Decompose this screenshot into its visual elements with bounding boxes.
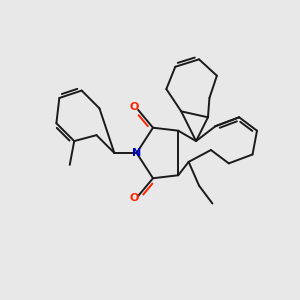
Text: O: O <box>130 194 139 203</box>
Text: N: N <box>132 148 141 158</box>
Text: O: O <box>130 103 139 112</box>
